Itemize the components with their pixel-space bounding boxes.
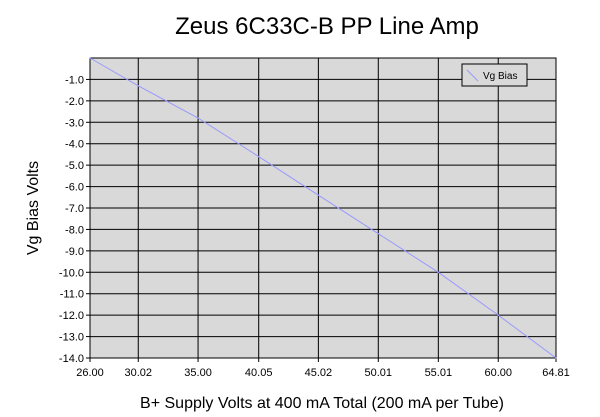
legend-box — [461, 63, 528, 87]
series-layer — [89, 57, 557, 359]
data-point — [555, 357, 557, 359]
y-tick-label: -10.0 — [59, 267, 84, 279]
y-tick-label: -5.0 — [65, 160, 84, 172]
y-tick-label: -12.0 — [59, 310, 84, 322]
y-tick-label: -7.0 — [65, 203, 84, 215]
data-point — [317, 194, 320, 196]
y-tick-label: -9.0 — [65, 246, 84, 258]
x-tick-label: 55.01 — [425, 367, 453, 379]
x-tick-label: 50.01 — [365, 367, 393, 379]
data-point — [497, 314, 500, 316]
chart-title: Zeus 6C33C-B PP Line Amp — [175, 13, 479, 40]
grid-lines — [89, 58, 557, 359]
data-point — [197, 117, 199, 119]
x-tick-label: 35.00 — [184, 367, 212, 379]
x-tick-label: 60.00 — [484, 367, 512, 379]
x-axis-label: B+ Supply Volts at 400 mA Total (200 mA … — [140, 395, 504, 412]
legend-swatch-vg-bias — [466, 69, 479, 82]
y-tick-label: -1.0 — [65, 74, 84, 86]
y-axis-tick-labels: -1.0 -2.0 -3.0 -4.0 -5.0 -6.0 -7.0 -8.0 -9.0 -10.… — [59, 74, 90, 365]
x-tick-label: 64.81 — [542, 367, 570, 379]
data-point — [137, 85, 140, 87]
y-axis-label: Vg Bias Volts — [25, 161, 42, 255]
y-tick-label: -11.0 — [60, 289, 84, 301]
x-axis-tick-labels: 26.00 30.02 35.00 40.05 45.02 50.01 55.01 60.00… — [76, 358, 570, 379]
x-tick-label: 30.02 — [125, 367, 153, 379]
data-point — [89, 57, 91, 59]
data-point — [257, 155, 260, 158]
x-tick-label: 26.00 — [76, 367, 104, 379]
data-point — [377, 232, 380, 235]
x-tick-label: 45.02 — [305, 367, 333, 379]
y-tick-label: -6.0 — [65, 182, 84, 194]
y-tick-label: -14.0 — [59, 353, 84, 365]
y-tick-label: -13.0 — [59, 332, 84, 344]
legend: Vg Bias — [461, 63, 528, 87]
y-tick-label: -2.0 — [65, 96, 84, 108]
x-tick-label: 40.05 — [245, 367, 273, 379]
data-point — [437, 271, 440, 274]
y-tick-label: -8.0 — [65, 224, 84, 236]
y-tick-label: -3.0 — [65, 117, 84, 129]
y-tick-label: -4.0 — [65, 139, 84, 151]
legend-label-vg-bias: Vg Bias — [483, 71, 517, 82]
